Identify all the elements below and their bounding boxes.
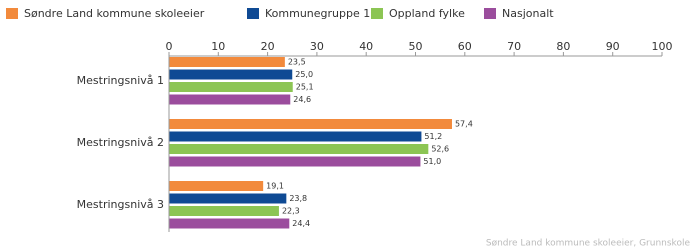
x-tick-label: 40 — [359, 40, 373, 53]
bar — [169, 57, 285, 67]
value-label: 51,0 — [423, 157, 441, 166]
legend-swatch — [247, 8, 259, 19]
legend-label: Oppland fylke — [389, 7, 465, 20]
y-tick-label: Mestringsnivå 2 — [77, 136, 164, 149]
x-tick-label: 80 — [556, 40, 570, 53]
legend-label: Søndre Land kommune skoleeier — [24, 7, 205, 20]
value-label: 57,4 — [455, 120, 473, 129]
value-label: 25,1 — [296, 83, 314, 92]
bar — [169, 69, 293, 80]
bar — [169, 131, 422, 142]
legend-label: Kommunegruppe 10 — [265, 7, 377, 20]
x-tick-label: 0 — [166, 40, 173, 53]
value-label: 51,2 — [424, 132, 442, 141]
x-tick-label: 60 — [458, 40, 472, 53]
value-label: 24,4 — [292, 219, 310, 228]
bar — [169, 206, 279, 216]
value-label: 23,5 — [288, 58, 306, 67]
legend-swatch — [6, 8, 18, 19]
x-tick-label: 100 — [652, 40, 673, 53]
bar — [169, 193, 287, 204]
value-label: 24,6 — [293, 95, 311, 104]
legend-swatch — [484, 8, 496, 19]
x-tick-label: 20 — [261, 40, 275, 53]
source-note: Søndre Land kommune skoleeier, Grunnskol… — [486, 239, 691, 249]
value-label: 19,1 — [266, 182, 284, 191]
y-tick-label: Mestringsnivå 1 — [77, 74, 164, 87]
value-label: 52,6 — [431, 145, 449, 154]
bar — [169, 144, 429, 154]
x-tick-label: 50 — [409, 40, 423, 53]
x-tick-label: 70 — [507, 40, 521, 53]
bar — [169, 119, 452, 129]
x-tick-label: 30 — [310, 40, 324, 53]
x-tick-label: 10 — [211, 40, 225, 53]
value-label: 25,0 — [295, 70, 313, 79]
value-label: 22,3 — [282, 207, 300, 216]
bar — [169, 156, 421, 167]
bar — [169, 218, 290, 229]
bar — [169, 82, 293, 92]
bar — [169, 94, 291, 105]
legend-swatch — [371, 8, 383, 19]
legend-label: Nasjonalt — [502, 7, 554, 20]
value-label: 23,8 — [289, 194, 307, 203]
y-tick-label: Mestringsnivå 3 — [77, 198, 164, 211]
x-tick-label: 90 — [606, 40, 620, 53]
bar — [169, 181, 264, 191]
